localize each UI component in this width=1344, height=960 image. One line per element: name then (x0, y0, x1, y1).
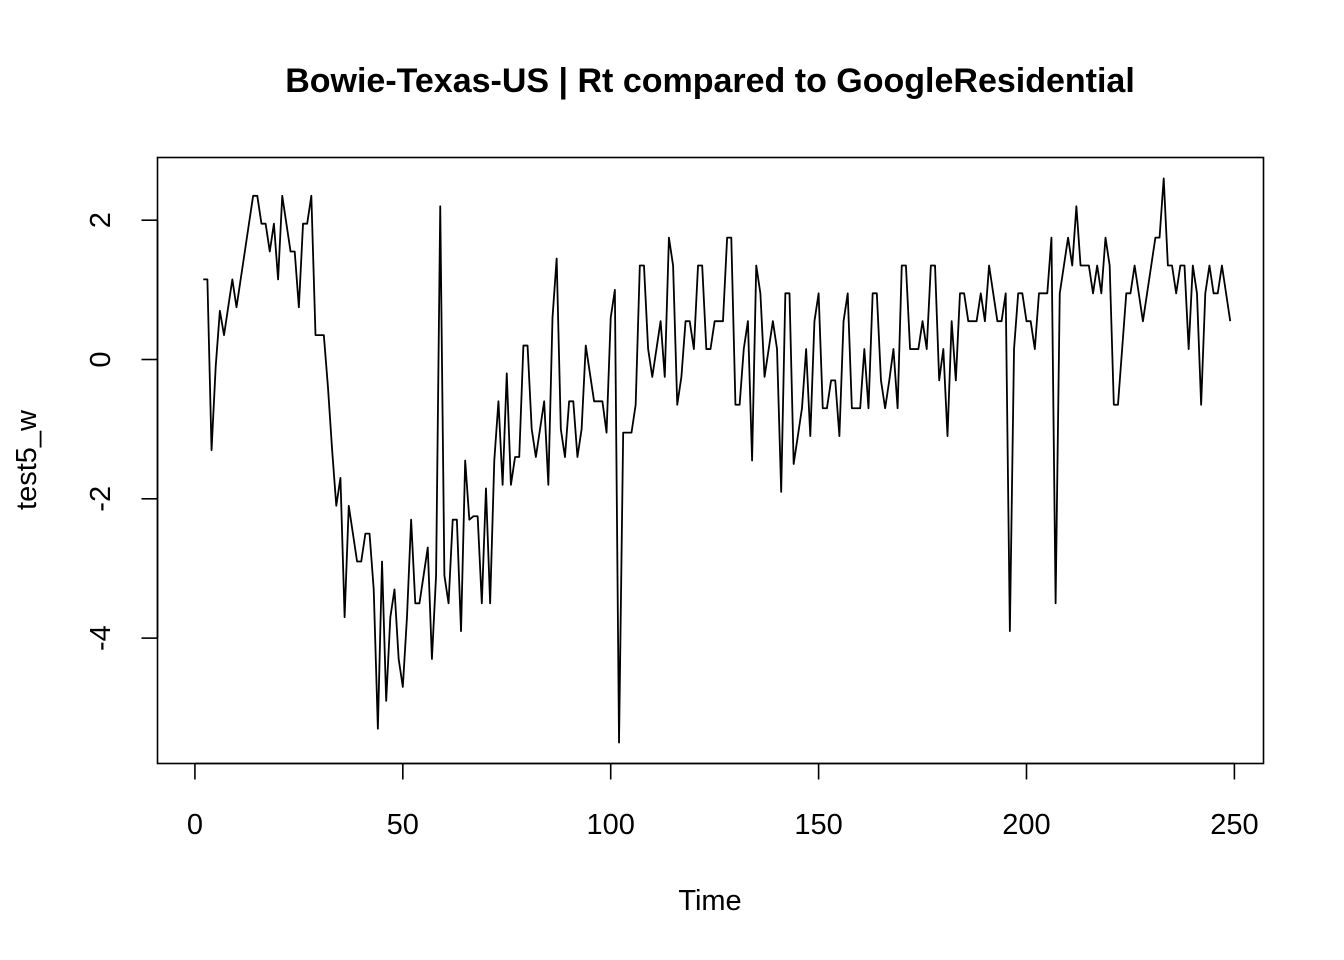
chart-title: Bowie-Texas-US | Rt compared to GoogleRe… (285, 62, 1135, 100)
plot-frame (156, 156, 1265, 765)
y-axis: -4 -2 0 2 (85, 212, 159, 651)
x-tick-label: 0 (187, 809, 203, 841)
y-tick-label: 0 (85, 351, 117, 367)
x-axis-label: Time (678, 885, 741, 917)
x-tick-label: 250 (1210, 809, 1258, 841)
x-tick-label: 50 (387, 809, 419, 841)
series-line (203, 177, 1232, 744)
x-axis: 0 50 100 150 200 250 (187, 762, 1259, 841)
y-axis-label: test5_w (11, 409, 43, 510)
x-tick-label: 200 (1002, 809, 1050, 841)
x-tick-label: 100 (587, 809, 635, 841)
y-tick-label: -4 (85, 625, 117, 651)
x-tick-label: 150 (794, 809, 842, 841)
y-tick-label: -2 (85, 486, 117, 512)
y-tick-label: 2 (85, 212, 117, 228)
